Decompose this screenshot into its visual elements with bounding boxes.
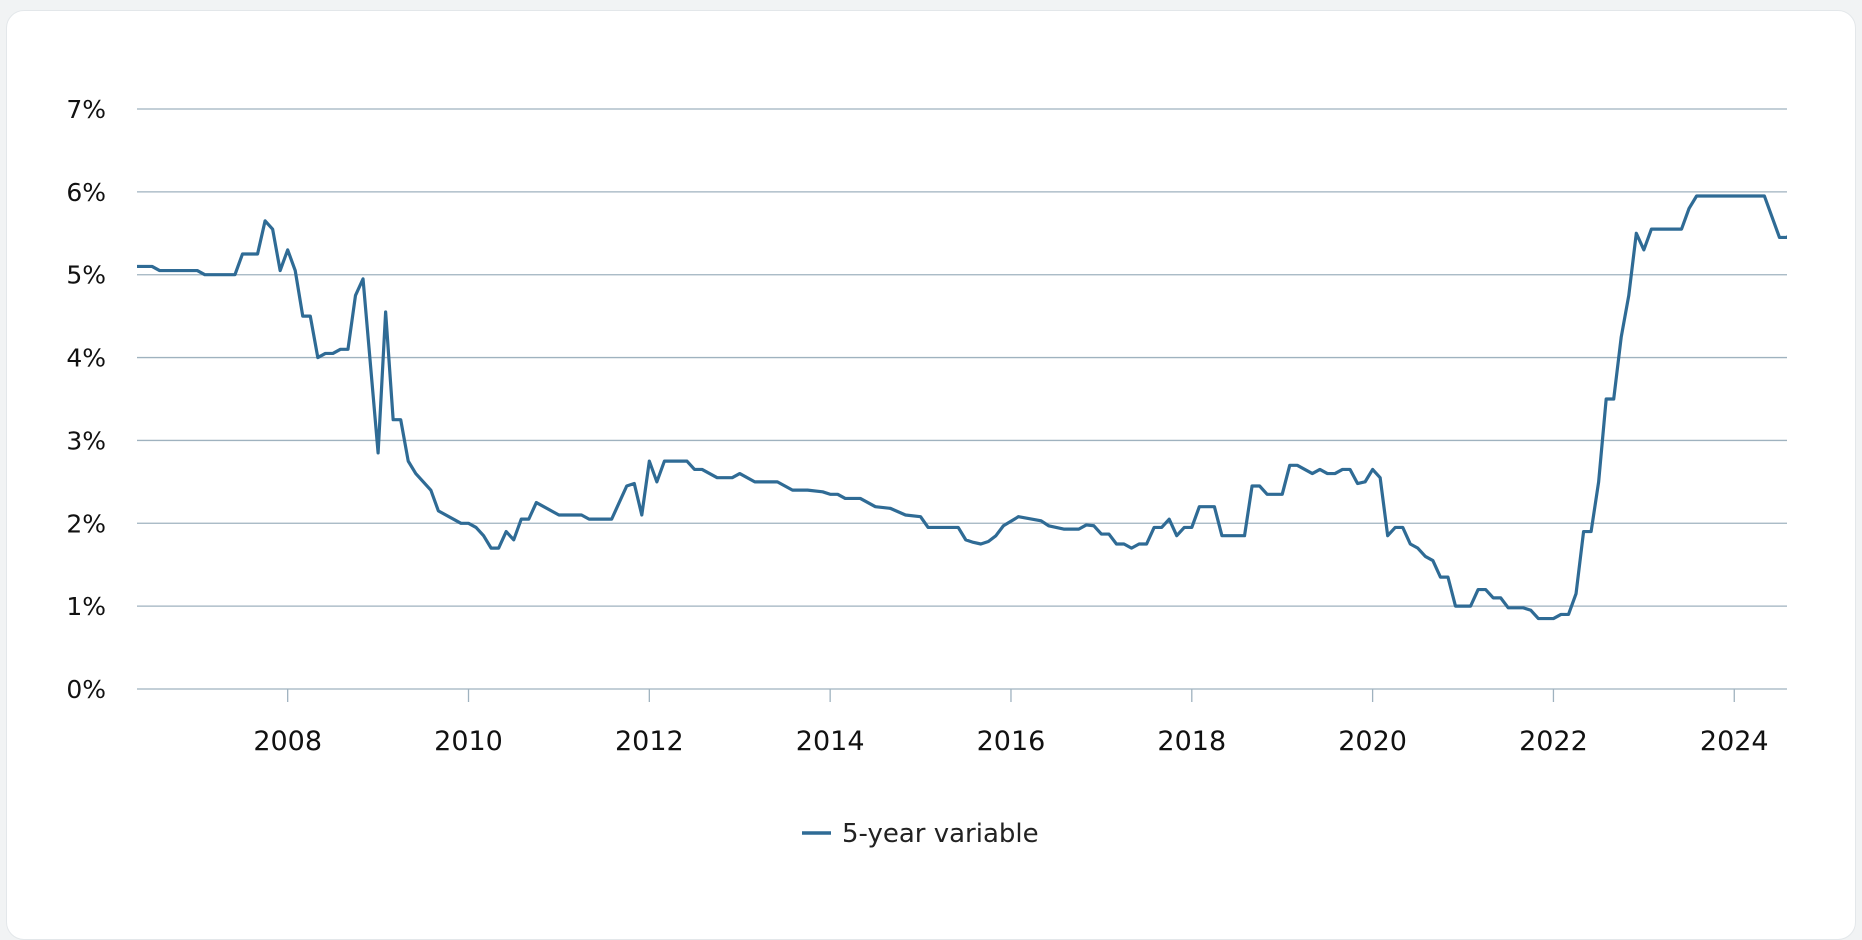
x-tick-label: 2020 (1338, 726, 1407, 757)
y-tick-label: 1% (66, 592, 106, 621)
legend-label-5-year-variable: 5-year variable (842, 819, 1039, 849)
chart-card (6, 10, 1856, 940)
legend[interactable]: 5-year variable (802, 819, 1039, 849)
x-tick-label: 2008 (253, 726, 322, 757)
x-tick-label: 2012 (615, 726, 684, 757)
line-chart: 0% 1% 2% 3% 4% 5% 6% 7% 2008 2010 2012 2014 2016 201… (66, 95, 1795, 849)
y-tick-label: 0% (66, 675, 106, 704)
x-tick-label: 2010 (434, 726, 503, 757)
y-tick-label: 4% (66, 344, 106, 373)
y-tick-label: 6% (66, 178, 106, 207)
y-tick-label: 7% (66, 95, 106, 124)
gridlines (137, 108, 1787, 690)
x-tick-label: 2024 (1700, 726, 1769, 757)
series-line-5-year-variable[interactable] (137, 194, 1795, 621)
x-tick-label: 2016 (977, 726, 1046, 757)
y-tick-label: 3% (66, 426, 106, 455)
x-tick-label: 2014 (796, 726, 865, 757)
x-tick-label: 2022 (1519, 726, 1588, 757)
series-layer (137, 194, 1795, 621)
x-axis-ticks: 2008 2010 2012 2014 2016 2018 2020 2022 2024 (253, 689, 1769, 757)
y-axis-ticks: 0% 1% 2% 3% 4% 5% 6% 7% (66, 95, 106, 704)
y-tick-label: 2% (66, 509, 106, 538)
x-tick-label: 2018 (1157, 726, 1226, 757)
y-tick-label: 5% (66, 261, 106, 290)
